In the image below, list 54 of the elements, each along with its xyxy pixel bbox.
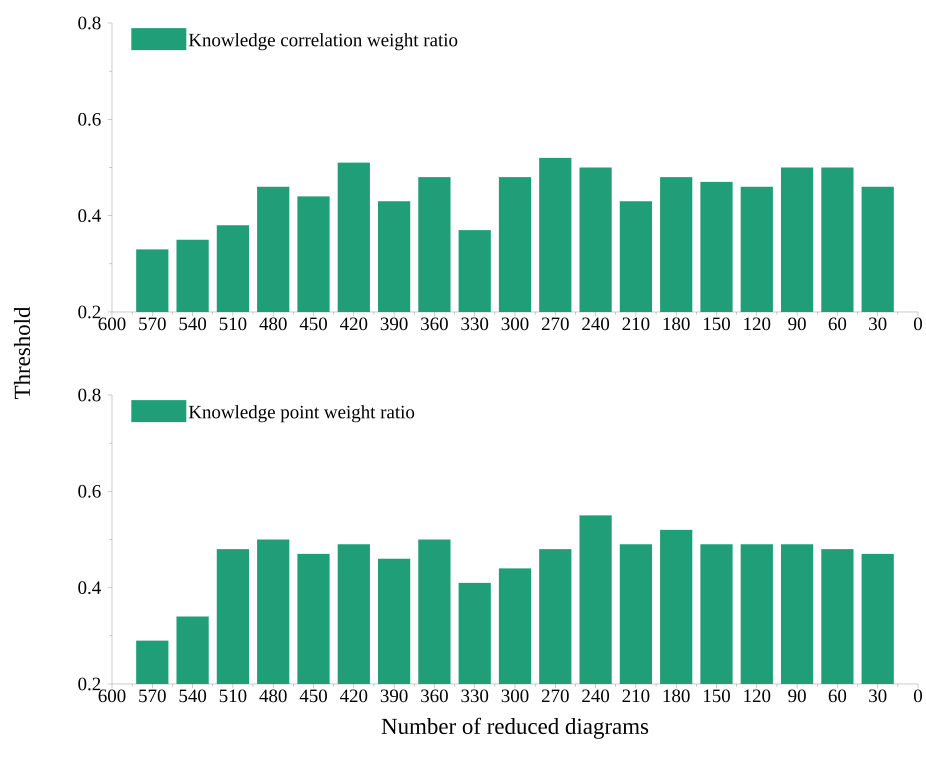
- x-tick-label: 180: [664, 317, 690, 330]
- x-tick-label: 210: [622, 689, 650, 702]
- x-tick-label: 60: [828, 317, 846, 330]
- x-tick-label: 420: [340, 689, 368, 702]
- legend-label: Knowledge point weight ratio: [188, 405, 414, 422]
- x-tick-label: 120: [744, 317, 770, 330]
- x-tick-label: 180: [664, 689, 690, 702]
- x-tick-label: 90: [788, 317, 806, 330]
- x-tick-label: 120: [744, 689, 770, 702]
- x-tick-label: 540: [179, 689, 206, 702]
- x-tick-label: 0: [914, 689, 922, 702]
- x-tick-label: 390: [380, 689, 408, 702]
- x-tick-label: 300: [502, 317, 528, 330]
- x-tick-label: 150: [704, 317, 730, 330]
- x-tick-label: 390: [380, 317, 408, 330]
- x-tick-label: 420: [340, 317, 368, 330]
- y-tick-label: 0.8: [78, 388, 101, 402]
- y-axis-title: Threshold: [14, 306, 30, 400]
- x-tick-label: 30: [869, 317, 886, 330]
- x-tick-label: 90: [788, 689, 806, 702]
- x-tick-label: 510: [220, 317, 246, 330]
- x-tick-label: 450: [300, 317, 327, 330]
- x-tick-label: 540: [179, 317, 206, 330]
- x-tick-label: 570: [139, 317, 166, 330]
- x-tick-label: 330: [461, 689, 488, 702]
- x-tick-label: 300: [502, 689, 528, 702]
- y-tick-label: 0.4: [78, 581, 101, 594]
- x-tick-label: 330: [461, 317, 488, 330]
- y-tick-label: 0.2: [78, 306, 100, 318]
- x-tick-label: 600: [98, 317, 126, 330]
- y-tick-label: 0.6: [78, 484, 101, 498]
- y-tick-label: 0.6: [78, 112, 101, 126]
- x-tick-label: 150: [704, 689, 730, 702]
- x-tick-label: 270: [542, 317, 569, 330]
- x-tick-label: 480: [259, 689, 287, 702]
- x-tick-label: 240: [582, 689, 610, 702]
- y-tick-label: 0.4: [78, 209, 101, 222]
- x-tick-label: 510: [220, 689, 246, 702]
- x-tick-label: 360: [421, 689, 448, 702]
- x-tick-label: 30: [869, 689, 886, 702]
- x-tick-label: 570: [139, 689, 166, 702]
- x-tick-label: 210: [622, 317, 650, 330]
- x-tick-label: 600: [98, 689, 126, 702]
- x-tick-label: 270: [542, 689, 569, 702]
- x-axis-title: Number of reduced diagrams: [382, 718, 648, 739]
- legend-label: Knowledge correlation weight ratio: [188, 33, 458, 50]
- x-tick-label: 480: [259, 317, 287, 330]
- x-tick-label: 0: [914, 317, 922, 330]
- x-tick-label: 450: [300, 689, 327, 702]
- y-tick-label: 0.2: [78, 678, 100, 690]
- y-tick-label: 0.8: [78, 16, 101, 30]
- x-tick-label: 60: [828, 689, 846, 702]
- x-tick-label: 360: [421, 317, 448, 330]
- x-tick-label: 240: [582, 317, 610, 330]
